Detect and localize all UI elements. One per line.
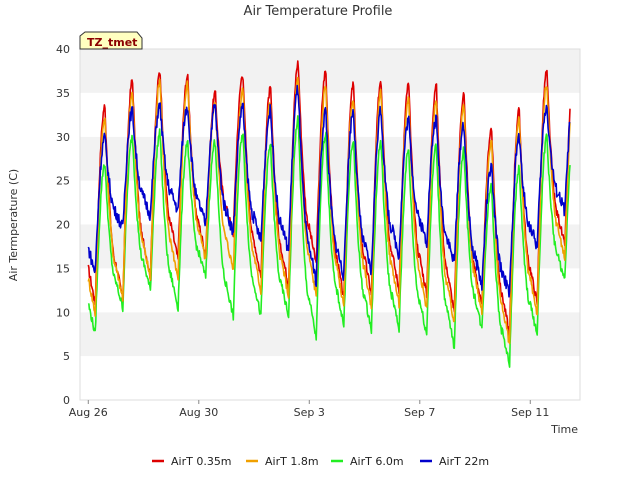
legend-label: AirT 1.8m [265, 455, 319, 468]
grid-band [80, 92, 580, 137]
y-tick-label: 0 [63, 394, 70, 407]
y-tick-label: 35 [56, 87, 70, 100]
x-tick-label: Sep 11 [511, 406, 549, 419]
grid-band [80, 356, 580, 400]
y-tick-label: 40 [56, 43, 70, 56]
y-tick-label: 30 [56, 131, 70, 144]
x-tick-label: Aug 26 [69, 406, 108, 419]
x-tick-label: Aug 30 [179, 406, 218, 419]
grid-band [80, 312, 580, 357]
y-tick-label: 20 [56, 219, 70, 232]
y-tick-label: 10 [56, 306, 70, 319]
legend-label: AirT 0.35m [171, 455, 232, 468]
series-line-airt-6-0m [87, 115, 571, 368]
y-tick-label: 5 [63, 350, 70, 363]
legend-label: AirT 6.0m [350, 455, 404, 468]
grid-band [80, 49, 580, 93]
legend: AirT 0.35m AirT 1.8m AirT 6.0m AirT 22m [152, 455, 489, 468]
y-axis-title: Air Termperature (C) [7, 169, 20, 281]
series-layer [87, 60, 571, 368]
x-axis-title: Time [550, 423, 578, 436]
y-tick-label: 15 [56, 262, 70, 275]
plot-frame [79, 48, 581, 401]
site-badge-label: TZ_tmet [87, 36, 137, 49]
y-axis-ticks: 0 5 10 15 20 25 30 35 40 [56, 43, 70, 407]
series-line-airt-22m [87, 84, 571, 298]
y-tick-label: 25 [56, 175, 70, 188]
x-tick-label: Sep 7 [404, 406, 435, 419]
x-tick-label: Sep 3 [294, 406, 325, 419]
site-badge-shape [79, 31, 143, 50]
legend-label: AirT 22m [439, 455, 489, 468]
x-axis-ticks: Aug 26 Aug 30 Sep 3 Sep 7 Sep 11 [69, 400, 549, 419]
site-badge: TZ_tmet [79, 31, 143, 50]
chart-title: Air Temperature Profile [244, 4, 393, 19]
